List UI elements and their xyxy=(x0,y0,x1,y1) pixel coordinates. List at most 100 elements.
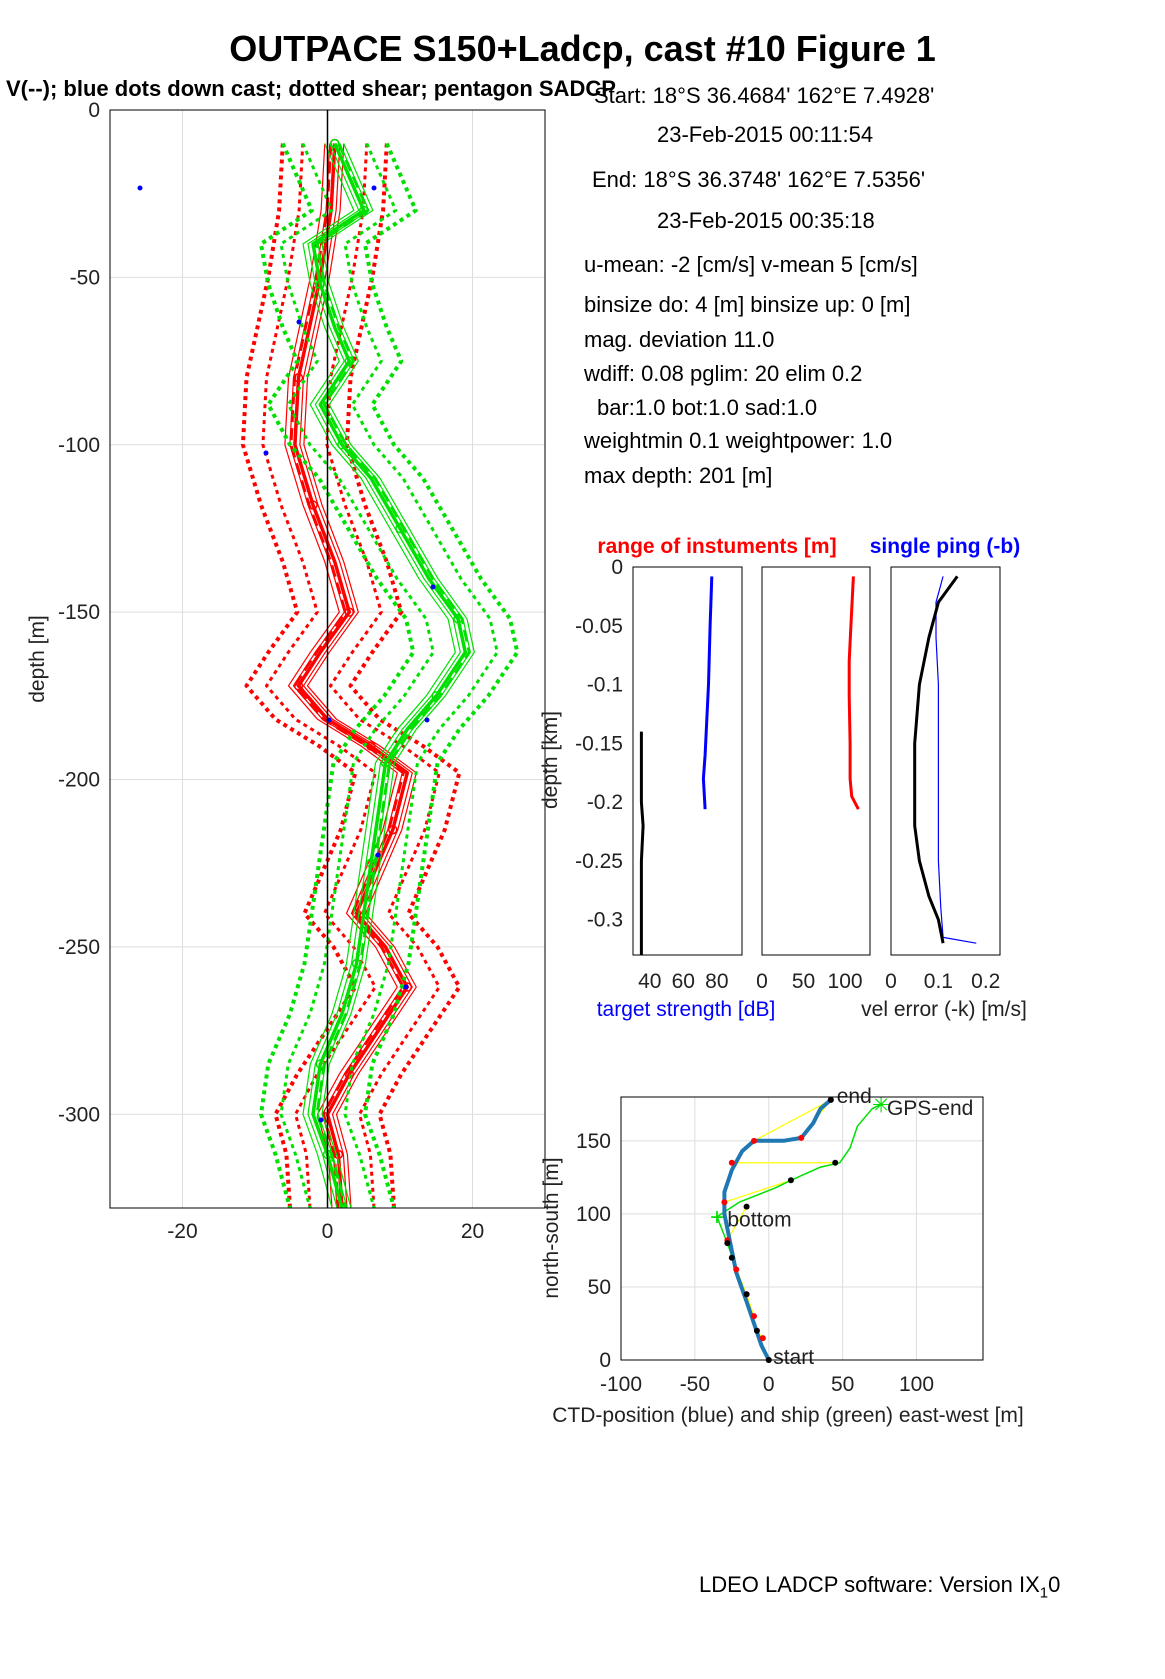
instrument-line xyxy=(701,576,714,810)
x-tick-label: 50 xyxy=(831,1373,854,1396)
x-tick-label: -20 xyxy=(167,1220,197,1243)
y-tick-label: -250 xyxy=(58,936,100,959)
x-tick-label: 100 xyxy=(828,970,863,993)
profile-envelope-dotted xyxy=(344,143,462,1209)
profile-envelope-dotted xyxy=(363,142,520,1209)
profile-marker xyxy=(293,373,304,383)
x-tick-label: 100 xyxy=(899,1373,934,1396)
y-tick-label: -100 xyxy=(58,434,100,457)
y-tick-label: -200 xyxy=(58,769,100,792)
y-tick-label: -0.15 xyxy=(575,732,623,755)
downcast-dot xyxy=(263,450,269,456)
profile-marker xyxy=(315,1059,325,1069)
software-version-suffix: 0 xyxy=(1048,1572,1061,1597)
panel-frame xyxy=(620,1096,984,1361)
y-tick-label: -0.05 xyxy=(575,615,623,638)
position-link xyxy=(753,1099,832,1142)
ctd-marker xyxy=(750,1137,757,1144)
x-tick-label: 0.1 xyxy=(924,970,953,993)
start-time: 23-Feb-2015 00:11:54 xyxy=(657,122,874,147)
x-tick-label: 0 xyxy=(763,1373,775,1396)
ship-marker xyxy=(827,1096,834,1103)
x-tick-label: -50 xyxy=(680,1373,710,1396)
profile-marker xyxy=(359,205,369,216)
profile-envelope-dotted xyxy=(325,143,441,1209)
profile-marker xyxy=(308,500,318,510)
y-axis-label: north-south [m] xyxy=(540,1157,563,1298)
weight-info: weightmin 0.1 weightpower: 1.0 xyxy=(584,428,893,453)
bottom-label: bottom xyxy=(727,1208,791,1231)
profile-thin xyxy=(307,143,461,1209)
downcast-dot xyxy=(375,852,381,858)
y-tick-label: -0.3 xyxy=(587,909,623,932)
instrument-line xyxy=(913,575,959,944)
profile-thin xyxy=(289,143,403,1209)
x-tick-label: 80 xyxy=(705,970,728,993)
max-depth: max depth: 201 [m] xyxy=(584,463,773,488)
ship-track xyxy=(716,1103,882,1361)
profile-marker xyxy=(380,758,391,768)
position-link xyxy=(746,1294,755,1317)
ctd-marker xyxy=(750,1313,757,1320)
x-tick-label: 0.2 xyxy=(971,970,1000,993)
x-tick-label: 20 xyxy=(461,1220,484,1243)
profile-mean xyxy=(293,143,410,1209)
y-tick-label: 0 xyxy=(599,1349,611,1372)
profile-marker xyxy=(388,824,398,835)
y-tick-label: 0 xyxy=(611,556,623,579)
y-tick-label: 150 xyxy=(576,1130,611,1153)
profile-lines xyxy=(240,138,520,1209)
ship-marker xyxy=(753,1327,760,1334)
position-link xyxy=(724,1179,792,1203)
profile-marker xyxy=(330,138,340,149)
instrument-line xyxy=(935,576,977,944)
y-tick-label: -0.25 xyxy=(575,850,623,873)
profile-marker xyxy=(344,607,354,617)
x-tick-label: 0 xyxy=(885,970,897,993)
downcast-dot xyxy=(318,1117,324,1123)
ship-marker xyxy=(787,1177,794,1184)
y-tick-label: -0.2 xyxy=(587,791,623,814)
profile-envelope-dotted xyxy=(240,143,358,1209)
profile-envelope-dotted xyxy=(261,143,377,1209)
profile-marker xyxy=(337,440,347,450)
ship-marker xyxy=(728,1254,735,1261)
panel-title: range of instuments [m] xyxy=(597,535,836,558)
profile-marker xyxy=(366,858,376,868)
x-axis-label: CTD-position (blue) and ship (green) eas… xyxy=(552,1404,1024,1427)
figure-subtitle: V(--); blue dots down cast; dotted shear… xyxy=(6,76,616,101)
ctd-marker xyxy=(733,1266,740,1273)
bottom-marker: + xyxy=(710,1204,724,1231)
profile-thin xyxy=(317,143,471,1209)
x-axis-label: target strength [dB] xyxy=(597,998,776,1021)
profile-marker xyxy=(351,958,362,969)
profile-marker xyxy=(366,741,376,751)
x-tick-label: 50 xyxy=(792,970,815,993)
figure-title: OUTPACE S150+Ladcp, cast #10 Figure 1 xyxy=(229,28,936,69)
ctd-marker xyxy=(721,1199,728,1206)
profile-mean xyxy=(311,142,468,1209)
x-tick-label: 0 xyxy=(322,1220,334,1243)
profile-marker xyxy=(351,908,362,919)
ctd-marker xyxy=(798,1134,805,1141)
y-tick-label: -150 xyxy=(58,601,100,624)
y-tick-label: -0.1 xyxy=(587,674,623,697)
ship-marker xyxy=(743,1203,750,1210)
end-position: End: 18°S 36.3748' 162°E 7.5356' xyxy=(592,167,926,192)
downcast-dot xyxy=(403,984,409,990)
y-axis-label: depth [km] xyxy=(539,711,562,809)
wdiff-info: wdiff: 0.08 pglim: 20 elim 0.2 xyxy=(584,361,863,386)
mag-deviation: mag. deviation 11.0 xyxy=(584,327,775,352)
profile-marker xyxy=(395,523,405,534)
y-axis-label: depth [m] xyxy=(26,615,49,703)
mean-velocities: u-mean: -2 [cm/s] v-mean 5 [cm/s] xyxy=(584,252,918,277)
profile-marker xyxy=(453,614,463,624)
bar-info: bar:1.0 bot:1.0 sad:1.0 xyxy=(597,395,818,420)
x-tick-label: 60 xyxy=(672,970,695,993)
binsize-info: binsize do: 4 [m] binsize up: 0 [m] xyxy=(584,292,911,317)
panel-frame xyxy=(632,566,743,956)
downcast-dot xyxy=(137,185,143,191)
x-tick-label: 0 xyxy=(756,970,768,993)
ship-marker xyxy=(832,1159,839,1166)
